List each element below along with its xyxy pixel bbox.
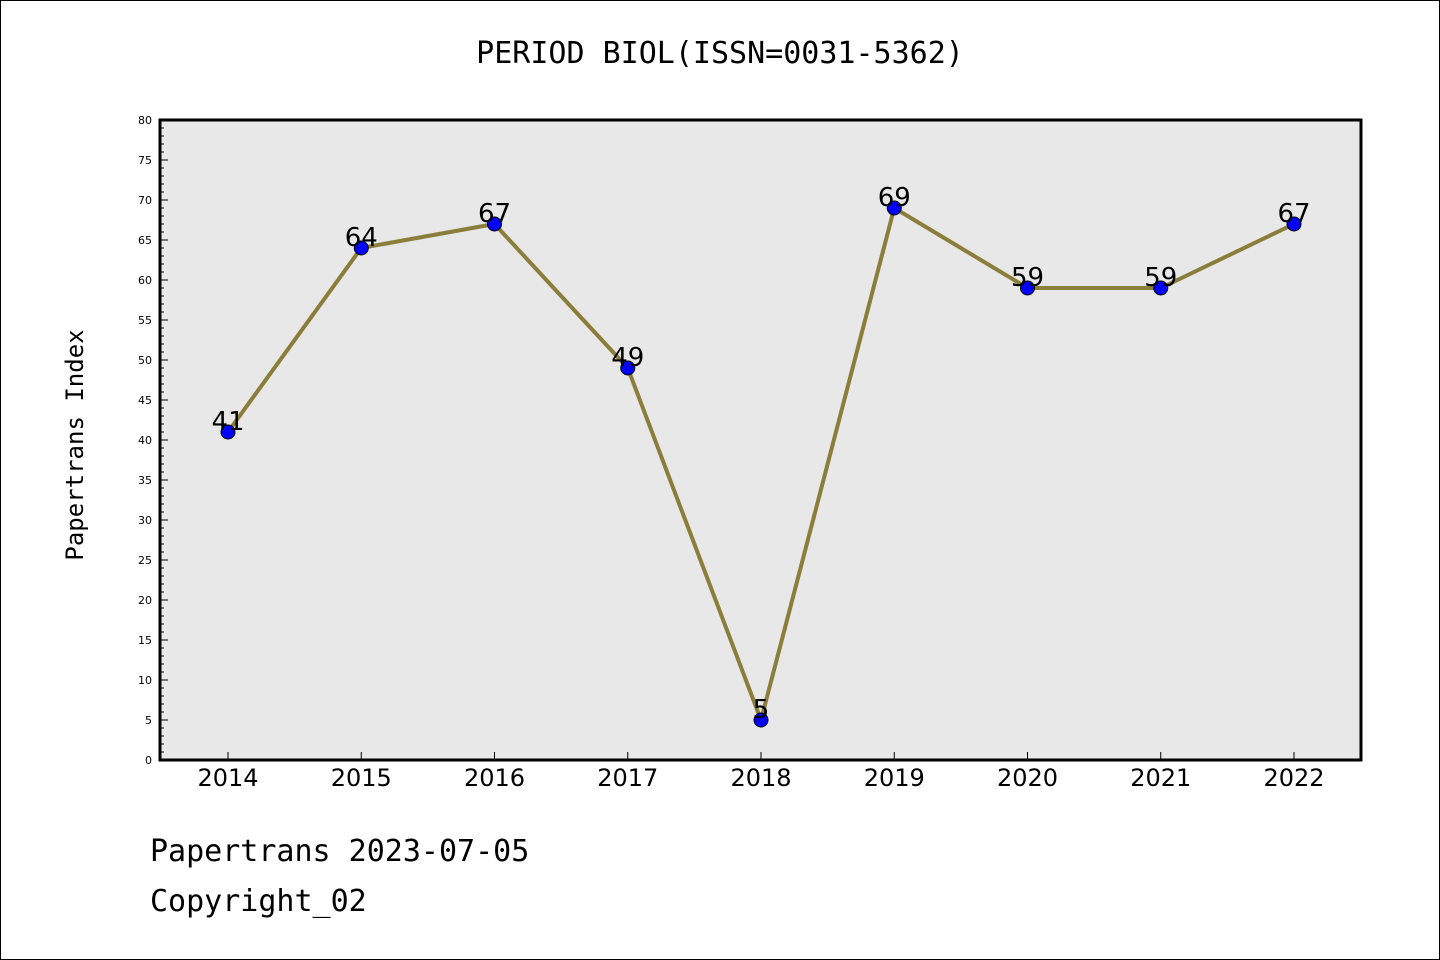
data-label: 69 [878,183,911,213]
y-tick-label: 75 [138,154,152,167]
y-tick-label: 80 [138,114,152,127]
data-point [753,712,769,728]
y-tick-label: 30 [138,514,152,527]
data-label: 67 [478,199,511,229]
y-tick-label: 0 [145,754,152,767]
y-tick-label: 5 [145,714,152,727]
x-tick-label: 2021 [1130,764,1191,792]
data-label: 64 [345,223,378,253]
data-label: 49 [611,343,644,373]
y-tick-label: 35 [138,474,152,487]
data-point [1153,280,1169,296]
y-tick-label: 50 [138,354,152,367]
data-point [353,240,369,256]
y-tick-label: 25 [138,554,152,567]
footer-copyright: Copyright_02 [150,884,367,919]
y-tick-label: 65 [138,234,152,247]
y-tick-label: 10 [138,674,152,687]
data-point [1020,280,1035,296]
data-point [220,424,236,440]
data-label: 59 [1011,263,1044,293]
series-group [220,200,1302,728]
x-tick-label: 2014 [197,764,258,792]
x-tick-label: 2022 [1263,764,1324,792]
data-label: 5 [753,695,770,725]
x-tick-label: 2016 [464,764,525,792]
x-tick-label: 2020 [997,764,1058,792]
chart-title: PERIOD BIOL(ISSN=0031-5362) [476,36,964,71]
y-tick-label: 45 [138,394,152,407]
data-label: 59 [1144,263,1177,293]
data-label: 67 [1277,199,1310,229]
x-tick-label: 2015 [331,764,392,792]
data-point [1286,216,1302,232]
data-label: 41 [211,407,244,437]
data-point [620,360,636,376]
plot-area [158,118,1363,762]
data-point [487,216,502,232]
y-tick-label: 70 [138,194,152,207]
x-tick-label: 2017 [597,764,658,792]
y-axis: 0 5 10 15 20 25 30 35 40 45 50 55 60 65 70 75 80 [138,114,168,767]
y-tick-label: 55 [138,314,152,327]
footer-date: Papertrans 2023-07-05 [150,834,530,869]
y-tick-label: 40 [138,434,152,447]
x-tick-label: 2018 [730,764,791,792]
data-labels-group: 41 64 67 49 5 69 59 59 67 [211,183,1310,725]
data-point [886,200,902,216]
x-axis: 2014 2015 2016 2017 2018 2019 2020 2021 2022 [197,752,1325,792]
y-tick-label: 60 [138,274,152,287]
x-tick-label: 2019 [864,764,925,792]
y-tick-label: 15 [138,634,152,647]
y-tick-label: 20 [138,594,152,607]
